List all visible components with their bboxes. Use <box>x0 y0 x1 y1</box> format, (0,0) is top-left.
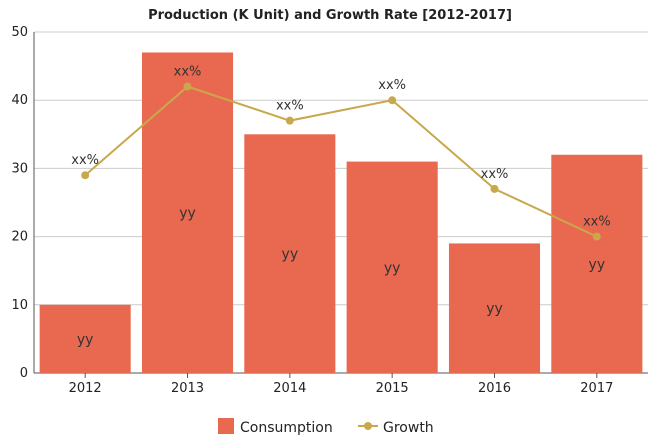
y-tick-label: 20 <box>11 230 28 245</box>
growth-line <box>84 85 598 238</box>
bar-data-label: yy <box>589 257 606 273</box>
growth-point-2016[interactable] <box>490 184 499 193</box>
bar-data-label: yy <box>384 260 401 276</box>
x-tick-label: 2012 <box>69 381 102 396</box>
growth-point-2014[interactable] <box>285 116 294 125</box>
growth-point-2013[interactable] <box>183 82 192 91</box>
y-tick-label: 0 <box>20 366 28 381</box>
bar-consumption-2015[interactable] <box>346 161 438 373</box>
x-tick-label: 2013 <box>171 381 204 396</box>
growth-point-2015[interactable] <box>388 96 397 105</box>
legend-swatch-consumption <box>218 418 234 434</box>
y-tick-label: 10 <box>11 298 28 313</box>
bar-consumption-2012[interactable] <box>39 304 131 373</box>
bar-data-label: yy <box>179 206 196 222</box>
growth-data-label: xx% <box>276 99 304 114</box>
line-layer: xx% xx% xx% xx% xx% xx% <box>71 65 611 241</box>
growth-data-label: xx% <box>583 215 611 230</box>
bar-layer: yy yy yy yy yy yy <box>39 52 643 374</box>
chart-title: Production (K Unit) and Growth Rate [201… <box>148 8 512 23</box>
x-tick-label: 2014 <box>273 381 306 396</box>
bar-consumption-2016[interactable] <box>448 243 541 373</box>
growth-data-label: xx% <box>481 167 509 182</box>
bar-data-label: yy <box>282 247 299 263</box>
growth-data-label: xx% <box>71 153 99 168</box>
y-tick-label: 50 <box>11 25 28 40</box>
legend-swatch-growth-dot <box>364 422 372 430</box>
growth-point-2017[interactable] <box>592 232 601 241</box>
legend-label-consumption: Consumption <box>240 420 333 436</box>
legend-item-consumption[interactable]: Consumption <box>218 418 333 436</box>
axis-layer: 0 10 20 30 40 50 2012 2013 2014 2015 2016 2017 <box>11 25 648 396</box>
bar-data-label: yy <box>486 301 503 317</box>
legend-item-growth[interactable]: Growth <box>358 420 434 436</box>
legend[interactable]: Consumption Growth <box>218 418 434 436</box>
bar-consumption-2013[interactable] <box>141 52 234 374</box>
x-tick-label: 2017 <box>580 381 613 396</box>
bar-consumption-2014[interactable] <box>244 134 336 373</box>
x-tick-label: 2016 <box>478 381 511 396</box>
x-tick-label: 2015 <box>376 381 409 396</box>
legend-label-growth: Growth <box>383 420 434 436</box>
growth-point-2012[interactable] <box>81 171 90 180</box>
growth-data-label: xx% <box>174 65 202 80</box>
y-tick-label: 40 <box>11 93 28 108</box>
bar-data-label: yy <box>77 332 94 348</box>
y-tick-label: 30 <box>11 161 28 176</box>
growth-data-label: xx% <box>378 78 406 93</box>
bar-consumption-2017[interactable] <box>551 154 643 373</box>
